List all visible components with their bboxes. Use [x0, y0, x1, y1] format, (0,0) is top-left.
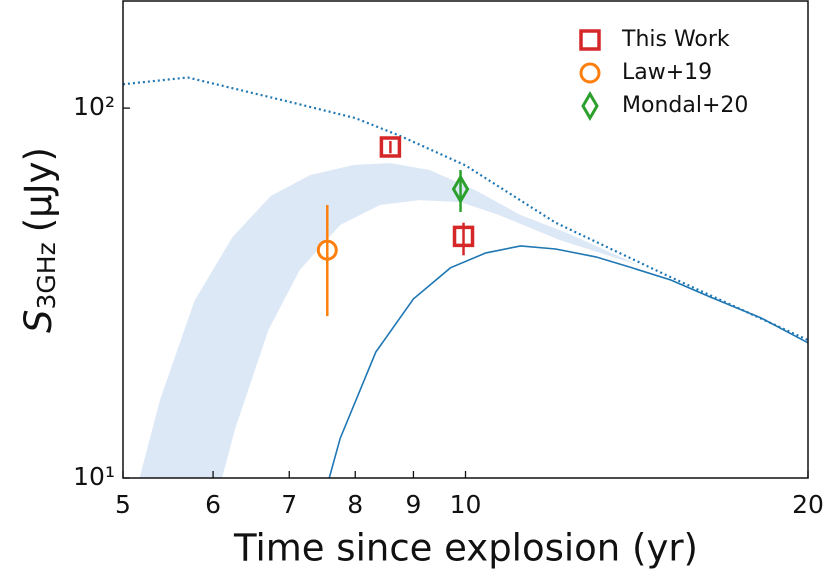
marker: [316, 239, 338, 261]
y-label-unit: (μJy): [17, 147, 60, 232]
legend-label: Mondal+20: [622, 93, 748, 118]
band: [139, 163, 639, 478]
x-tick-label: 9: [405, 490, 421, 519]
y-axis-label: S3GHz (μJy): [17, 147, 62, 333]
model-curve: [328, 245, 809, 478]
x-tick-label: 20: [792, 490, 824, 519]
y-tick-label: 10²: [73, 92, 115, 121]
plot-area: [123, 76, 809, 478]
marker: [579, 29, 601, 51]
x-tick-label: 8: [347, 490, 363, 519]
marker: [379, 136, 402, 158]
y-label-symbol: S: [17, 309, 60, 333]
marker: [581, 91, 599, 121]
model-curve: [123, 76, 809, 342]
x-tick-label: 10: [450, 490, 482, 519]
y-label-subscript: 3GHz: [32, 242, 61, 309]
x-tick-label: 5: [115, 490, 131, 519]
x-tick-label: 7: [281, 490, 297, 519]
marker: [451, 174, 470, 205]
legend-label: Law+19: [622, 60, 712, 85]
x-axis-label: Time since explosion (yr): [233, 527, 698, 570]
marker: [452, 225, 475, 248]
x-tick-label: 6: [205, 490, 221, 519]
y-tick-label: 10¹: [73, 462, 115, 491]
marker: [579, 62, 601, 84]
legend-label: This Work: [621, 27, 730, 52]
